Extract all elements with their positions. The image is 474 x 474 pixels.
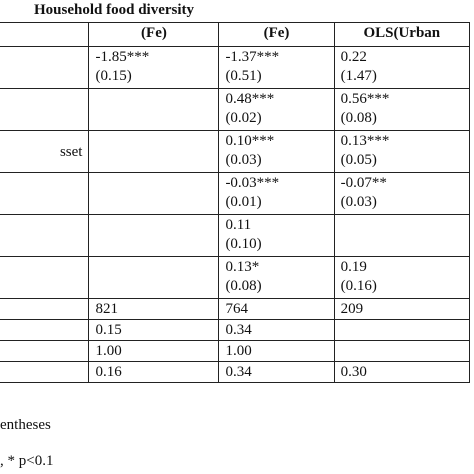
- row-label: [0, 256, 90, 299]
- table-cell: 0.19 (0.16): [333, 256, 471, 299]
- table-cell: [333, 319, 471, 341]
- regression-table: (Fe) (Fe) OLS(Urban -1.85*** (0.15) -1.37*…: [0, 22, 471, 383]
- standard-error: [341, 235, 463, 254]
- coefficient: [95, 258, 212, 277]
- standard-error: (0.08): [225, 278, 262, 294]
- table-cell: 0.10*** (0.03): [218, 130, 335, 173]
- note-parentheses: entheses: [0, 417, 51, 433]
- standard-error: (0.01): [225, 194, 262, 210]
- standard-error: (0.05): [340, 152, 377, 168]
- table-cell: 764: [218, 298, 335, 320]
- table-cell: 0.34: [218, 361, 335, 383]
- coefficient: [95, 132, 212, 151]
- standard-error: (0.02): [225, 110, 262, 126]
- table-title: Household food diversity: [34, 2, 195, 18]
- standard-error: (0.03): [340, 194, 377, 210]
- table-cell: 0.11 (0.10): [218, 214, 335, 257]
- coefficient: 0.11: [225, 217, 252, 233]
- row-label: sset: [0, 130, 90, 173]
- standard-error: [95, 109, 212, 128]
- table-cell: 1.00: [218, 340, 335, 362]
- table-cell: [88, 88, 220, 131]
- stats-row: 1.00 1.00: [0, 340, 471, 362]
- row-label: [0, 319, 90, 341]
- coefficient: -1.37***: [225, 49, 280, 65]
- table-cell: -0.07** (0.03): [333, 172, 471, 215]
- row-label: [0, 298, 90, 320]
- coefficient: [95, 174, 212, 193]
- table-cell: 0.13*** (0.05): [333, 130, 471, 173]
- column-header-label: [0, 22, 90, 47]
- table-cell: 0.34: [218, 319, 335, 341]
- table-row: -0.03*** (0.01) -0.07** (0.03): [0, 172, 471, 215]
- table-cell: [88, 256, 220, 299]
- stats-row: 0.15 0.34: [0, 319, 471, 341]
- coefficient: 0.13*: [225, 259, 260, 275]
- coefficient: 0.56***: [340, 91, 390, 107]
- coefficient: [95, 90, 212, 109]
- table-cell: 0.22 (1.47): [333, 46, 471, 89]
- coefficient: 0.22: [340, 49, 367, 65]
- row-label: [0, 340, 90, 362]
- table-cell: 0.16: [88, 361, 220, 383]
- table-row: sset 0.10*** (0.03) 0.13*** (0.05): [0, 130, 471, 173]
- column-header-1: (Fe): [88, 22, 220, 47]
- table-cell: 0.48*** (0.02): [218, 88, 335, 131]
- standard-error: [95, 277, 212, 296]
- table-cell: [88, 130, 220, 173]
- coefficient: [341, 216, 463, 235]
- table-cell: 0.30: [333, 361, 471, 383]
- coefficient: -1.85***: [95, 49, 150, 65]
- column-header-2: (Fe): [218, 22, 335, 47]
- table-row: -1.85*** (0.15) -1.37*** (0.51) 0.22 (1.47): [0, 46, 471, 89]
- table-cell: [88, 172, 220, 215]
- standard-error: (0.16): [340, 278, 377, 294]
- row-label: [0, 88, 90, 131]
- row-label: [0, 361, 90, 383]
- table-cell: 821: [88, 298, 220, 320]
- standard-error: [95, 235, 212, 254]
- standard-error: (1.47): [340, 68, 377, 84]
- table-cell: 0.56*** (0.08): [333, 88, 471, 131]
- coefficient: [95, 216, 212, 235]
- standard-error: (0.08): [340, 110, 377, 126]
- coefficient: 0.19: [340, 259, 367, 275]
- row-label: [0, 214, 90, 257]
- table-cell: 0.15: [88, 319, 220, 341]
- stats-row: 821 764 209: [0, 298, 471, 320]
- stats-row: 0.16 0.34 0.30: [0, 361, 471, 383]
- standard-error: (0.51): [225, 68, 262, 84]
- coefficient: 0.48***: [225, 91, 275, 107]
- table-cell: [88, 214, 220, 257]
- header-row: (Fe) (Fe) OLS(Urban: [0, 22, 471, 47]
- table-row: 0.13* (0.08) 0.19 (0.16): [0, 256, 471, 299]
- standard-error: [95, 193, 212, 212]
- table-cell: 0.13* (0.08): [218, 256, 335, 299]
- table-cell: 1.00: [88, 340, 220, 362]
- standard-error: (0.10): [225, 236, 262, 252]
- table-cell: [333, 340, 471, 362]
- table-cell: -0.03*** (0.01): [218, 172, 335, 215]
- row-label: [0, 46, 90, 89]
- table-cell: -1.37*** (0.51): [218, 46, 335, 89]
- note-significance: , * p<0.1: [0, 453, 54, 469]
- row-label: [0, 172, 90, 215]
- coefficient: -0.03***: [225, 175, 280, 191]
- coefficient: 0.10***: [225, 133, 275, 149]
- column-header-3: OLS(Urban: [333, 22, 471, 47]
- coefficient: -0.07**: [340, 175, 387, 191]
- standard-error: (0.03): [225, 152, 262, 168]
- table-row: 0.48*** (0.02) 0.56*** (0.08): [0, 88, 471, 131]
- standard-error: [95, 151, 212, 170]
- standard-error: (0.15): [95, 68, 132, 84]
- table-row: 0.11 (0.10): [0, 214, 471, 257]
- table-cell: -1.85*** (0.15): [88, 46, 220, 89]
- coefficient: 0.13***: [340, 133, 390, 149]
- table-cell: [333, 214, 471, 257]
- table-cell: 209: [333, 298, 471, 320]
